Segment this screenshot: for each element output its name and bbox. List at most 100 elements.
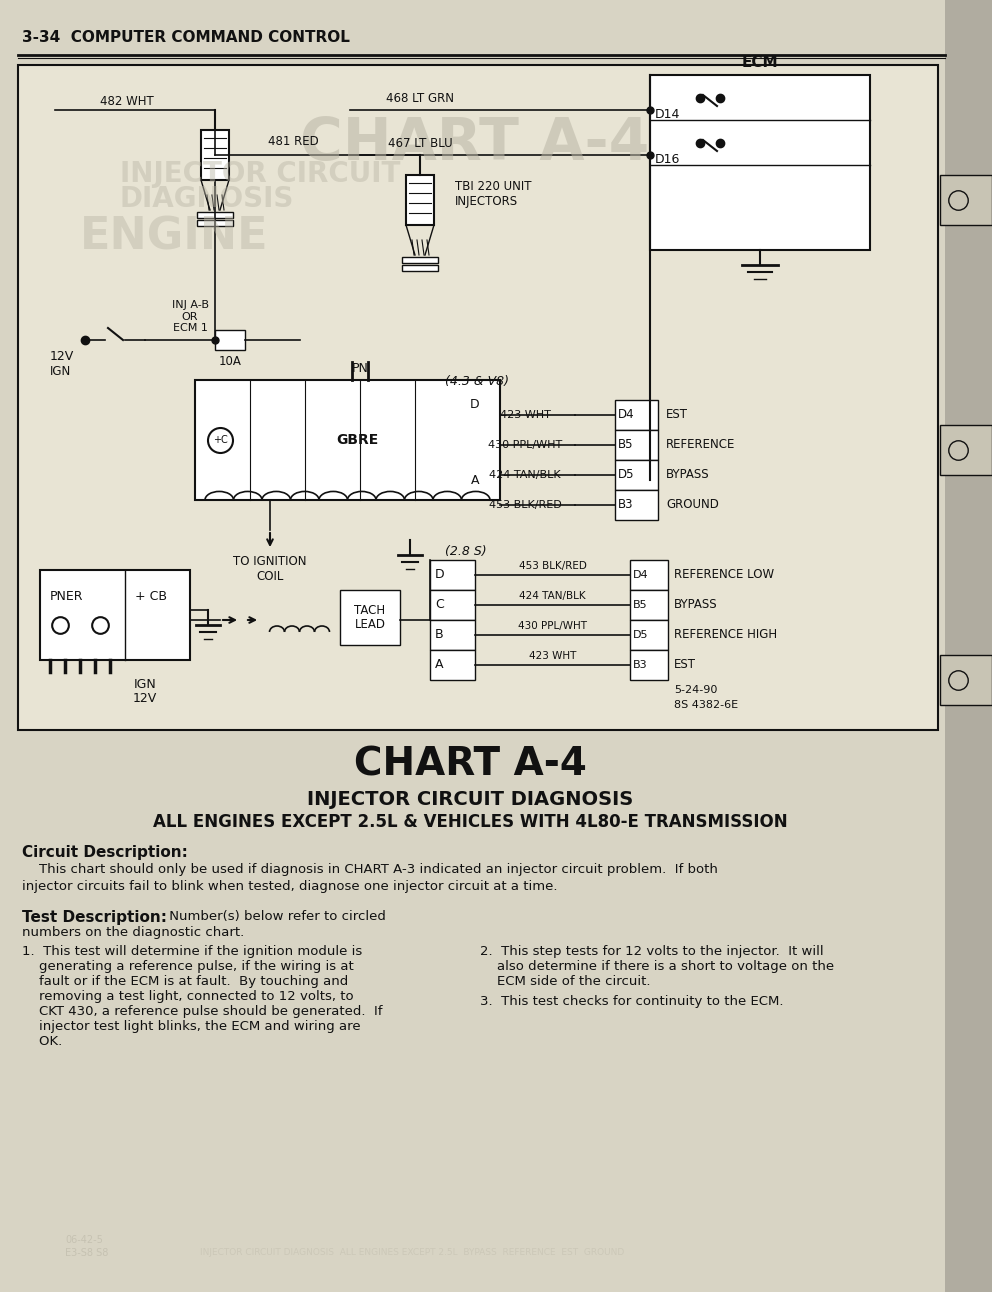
Text: D: D (470, 398, 480, 411)
Text: 424 TAN/BLK: 424 TAN/BLK (489, 470, 560, 481)
Text: CHART A-4: CHART A-4 (300, 115, 649, 172)
Text: Circuit Description:: Circuit Description: (22, 845, 187, 860)
Text: PNER: PNER (50, 590, 83, 603)
Text: A: A (435, 659, 443, 672)
Text: D16: D16 (655, 152, 681, 165)
Bar (201, 130, 229, 180)
Text: REFERENCE HIGH: REFERENCE HIGH (674, 628, 777, 642)
Text: Test Description:: Test Description: (22, 910, 167, 925)
Text: 430 PPL/WHT: 430 PPL/WHT (488, 441, 562, 450)
Bar (615, 460, 658, 490)
Text: removing a test light, connected to 12 volts, to: removing a test light, connected to 12 v… (22, 990, 353, 1003)
Text: 453 BLK/RED: 453 BLK/RED (489, 500, 561, 510)
Bar (945, 0, 992, 1292)
Text: D5: D5 (618, 469, 635, 482)
Bar (215, 329, 245, 350)
Text: 8S 4382-6E: 8S 4382-6E (674, 700, 738, 711)
Text: B3: B3 (618, 499, 634, 512)
Text: 3.  This test checks for continuity to the ECM.: 3. This test checks for continuity to th… (480, 995, 784, 1008)
Text: A: A (471, 473, 479, 487)
Text: 453 BLK/RED: 453 BLK/RED (519, 561, 586, 571)
Text: generating a reference pulse, if the wiring is at: generating a reference pulse, if the wir… (22, 960, 354, 973)
Bar (402, 257, 438, 264)
Text: 12V: 12V (133, 693, 157, 705)
Bar (197, 220, 233, 226)
Text: 481 RED: 481 RED (268, 134, 318, 149)
Bar (430, 559, 475, 590)
Bar (615, 490, 658, 519)
Text: TO IGNITION
COIL: TO IGNITION COIL (233, 556, 307, 583)
Text: ECM side of the circuit.: ECM side of the circuit. (480, 975, 651, 988)
Text: 10A: 10A (218, 355, 241, 368)
Text: injector test light blinks, the ECM and wiring are: injector test light blinks, the ECM and … (22, 1019, 361, 1034)
Text: 468 LT GRN: 468 LT GRN (386, 92, 454, 105)
Text: TBI 220 UNIT
INJECTORS: TBI 220 UNIT INJECTORS (455, 180, 532, 208)
Bar (430, 620, 475, 650)
Text: B5: B5 (633, 599, 648, 610)
Text: REFERENCE LOW: REFERENCE LOW (674, 568, 774, 581)
Bar (650, 75, 870, 249)
Text: 467 LT BLU: 467 LT BLU (388, 137, 452, 150)
Text: 12V: 12V (50, 350, 74, 363)
Text: 430 PPL/WHT: 430 PPL/WHT (518, 621, 587, 630)
Bar (630, 620, 668, 650)
Bar (402, 265, 438, 271)
Text: ENGINE: ENGINE (80, 214, 269, 258)
Text: D: D (435, 568, 444, 581)
Text: TACH
LEAD: TACH LEAD (354, 603, 386, 632)
Text: 5-24-90: 5-24-90 (674, 685, 717, 695)
Text: E3-S8 S8: E3-S8 S8 (65, 1248, 108, 1258)
Text: This chart should only be used if diagnosis in CHART A-3 indicated an injector c: This chart should only be used if diagno… (22, 863, 718, 876)
Text: 1.  This test will determine if the ignition module is: 1. This test will determine if the ignit… (22, 944, 362, 957)
Text: CHART A-4: CHART A-4 (353, 745, 586, 783)
Text: numbers on the diagnostic chart.: numbers on the diagnostic chart. (22, 926, 244, 939)
Text: B: B (435, 628, 443, 642)
Text: INJECTOR CIRCUIT: INJECTOR CIRCUIT (120, 160, 401, 189)
Text: INJECTOR CIRCUIT DIAGNOSIS: INJECTOR CIRCUIT DIAGNOSIS (307, 789, 633, 809)
Text: OK.: OK. (22, 1035, 62, 1048)
Text: BYPASS: BYPASS (674, 598, 717, 611)
Text: + CB: + CB (135, 590, 167, 603)
Text: injector circuits fail to blink when tested, diagnose one injector circuit at a : injector circuits fail to blink when tes… (22, 880, 558, 893)
Bar (40, 570, 190, 660)
Text: 2.  This step tests for 12 volts to the injector.  It will: 2. This step tests for 12 volts to the i… (480, 944, 823, 957)
Text: (4.3 & V8): (4.3 & V8) (445, 375, 509, 388)
Text: 06-42-5: 06-42-5 (65, 1235, 103, 1245)
Bar (18, 65, 938, 730)
Bar (430, 650, 475, 680)
Text: 3-34  COMPUTER COMMAND CONTROL: 3-34 COMPUTER COMMAND CONTROL (22, 30, 350, 45)
Bar (630, 590, 668, 620)
Bar (615, 430, 658, 460)
Text: 482 WHT: 482 WHT (100, 96, 154, 109)
Text: IGN: IGN (50, 366, 71, 379)
Text: 423 WHT: 423 WHT (529, 651, 576, 662)
Bar (630, 559, 668, 590)
Text: GBRE: GBRE (336, 433, 379, 447)
Text: Number(s) below refer to circled: Number(s) below refer to circled (165, 910, 386, 922)
Text: PN: PN (351, 362, 368, 375)
Text: IGN: IGN (134, 678, 157, 691)
Text: BYPASS: BYPASS (666, 469, 709, 482)
Bar (406, 174, 434, 225)
Bar (195, 380, 500, 500)
Text: EST: EST (674, 659, 696, 672)
Text: CKT 430, a reference pulse should be generated.  If: CKT 430, a reference pulse should be gen… (22, 1005, 383, 1018)
Text: D5: D5 (633, 630, 649, 640)
Text: B3: B3 (633, 660, 648, 671)
Text: also determine if there is a short to voltage on the: also determine if there is a short to vo… (480, 960, 834, 973)
Text: ALL ENGINES EXCEPT 2.5L & VEHICLES WITH 4L80-E TRANSMISSION: ALL ENGINES EXCEPT 2.5L & VEHICLES WITH … (153, 813, 788, 831)
Text: 423 WHT: 423 WHT (500, 410, 551, 420)
Text: REFERENCE: REFERENCE (666, 438, 735, 451)
Bar (940, 174, 992, 225)
Text: D4: D4 (618, 408, 635, 421)
Text: INJ A-B
OR
ECM 1: INJ A-B OR ECM 1 (172, 300, 208, 333)
Text: ECM: ECM (742, 56, 779, 70)
Bar (615, 401, 658, 430)
Text: EST: EST (666, 408, 688, 421)
Text: (2.8 S): (2.8 S) (445, 545, 487, 558)
Text: B5: B5 (618, 438, 634, 451)
Text: INJECTOR CIRCUIT DIAGNOSIS  ALL ENGINES EXCEPT 2.5L  BYPASS  REFERENCE  EST  GRO: INJECTOR CIRCUIT DIAGNOSIS ALL ENGINES E… (200, 1248, 624, 1257)
Bar (340, 590, 400, 645)
Text: D14: D14 (655, 109, 681, 121)
Text: D4: D4 (633, 570, 649, 580)
